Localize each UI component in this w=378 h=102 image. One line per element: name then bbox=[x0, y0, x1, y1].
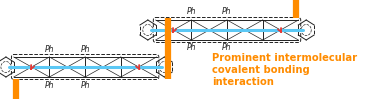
FancyBboxPatch shape bbox=[0, 51, 176, 83]
Text: Ph: Ph bbox=[222, 8, 232, 17]
Text: Ph: Ph bbox=[81, 80, 90, 89]
Text: Prominent intermolecular: Prominent intermolecular bbox=[212, 53, 358, 63]
FancyBboxPatch shape bbox=[136, 14, 318, 46]
Text: Ph: Ph bbox=[187, 8, 196, 17]
Text: Ph: Ph bbox=[222, 43, 232, 53]
Text: interaction: interaction bbox=[212, 77, 274, 87]
Text: Ph: Ph bbox=[81, 44, 90, 54]
Text: covalent bonding: covalent bonding bbox=[212, 65, 310, 75]
Text: Ph: Ph bbox=[45, 44, 54, 54]
Text: Ph: Ph bbox=[45, 80, 54, 89]
Text: Ph: Ph bbox=[187, 43, 196, 53]
